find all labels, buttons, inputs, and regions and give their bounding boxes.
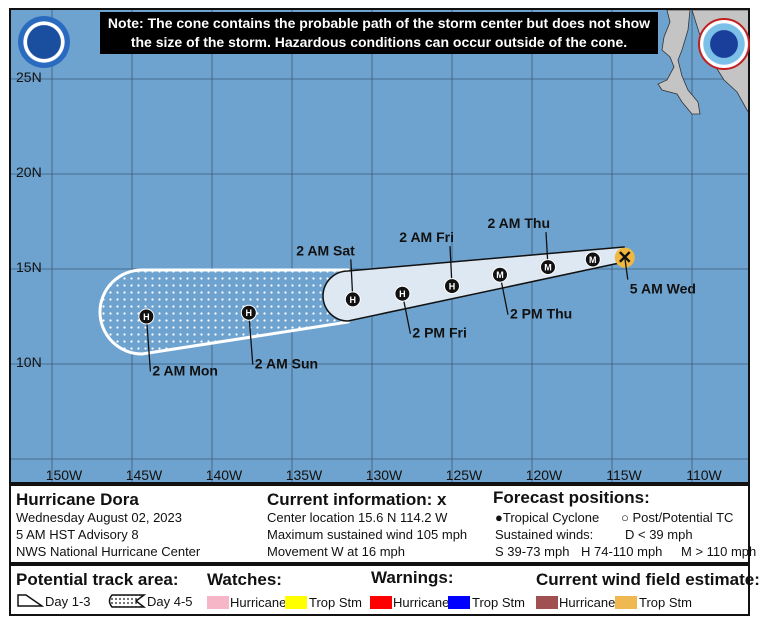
advisory-number: 5 AM HST Advisory 8 bbox=[16, 527, 139, 542]
cone-note: Note: The cone contains the probable pat… bbox=[100, 12, 658, 54]
day-4-5-label: Day 4-5 bbox=[147, 594, 193, 609]
forecast-time-label: 2 AM Fri bbox=[399, 229, 454, 245]
latitude-label: 20N bbox=[16, 164, 42, 180]
map-svg: M 2 AM Thu M 2 PM Thu M 2 AM Fri H 2 PM Fri H 2 A… bbox=[11, 10, 748, 483]
cone-day-1-3 bbox=[322, 246, 625, 322]
wind-category-d: D < 39 mph bbox=[625, 527, 693, 542]
warn-hurricane-label: Hurricane bbox=[393, 595, 450, 610]
warn-hurricane-swatch bbox=[370, 596, 392, 609]
longitude-label: 140W bbox=[206, 467, 243, 483]
movement: Movement W at 16 mph bbox=[267, 544, 405, 559]
note-line-2: the size of the storm. Hazardous conditi… bbox=[130, 34, 628, 50]
forecast-point-h-icon: H bbox=[394, 285, 411, 302]
latitude-label: 15N bbox=[16, 259, 42, 275]
forecast-point-m-icon: M bbox=[540, 259, 556, 276]
forecast-point-h-icon: H bbox=[344, 291, 361, 308]
forecast-positions-title: Forecast positions: bbox=[493, 488, 650, 507]
forecast-time-label: 2 PM Thu bbox=[510, 306, 572, 322]
current-time-label: 5 AM Wed bbox=[630, 281, 696, 297]
nws-logo bbox=[698, 18, 750, 70]
longitude-label: 110W bbox=[686, 467, 722, 483]
point-leader-line bbox=[145, 316, 152, 372]
warn-trop-label: Trop Stm bbox=[472, 595, 525, 610]
longitude-label: 120W bbox=[526, 467, 563, 483]
svg-text:H: H bbox=[143, 312, 150, 322]
legend-post-tc: ○ Post/Potential TC bbox=[621, 510, 734, 525]
forecast-point-m-icon: M bbox=[584, 251, 601, 268]
day-1-3-label: Day 1-3 bbox=[45, 594, 91, 609]
forecast-time-label: 2 AM Thu bbox=[488, 215, 550, 231]
watch-hurricane-label: Hurricane bbox=[230, 595, 287, 610]
svg-text:H: H bbox=[350, 295, 357, 305]
forecast-time-label: 2 AM Sat bbox=[296, 242, 355, 258]
legend-tropical-cyclone: ●Tropical Cyclone bbox=[495, 510, 600, 525]
day-1-3-cone-icon bbox=[17, 594, 44, 607]
forecast-map: M 2 AM Thu M 2 PM Thu M 2 AM Fri H 2 PM Fri H 2 A… bbox=[9, 8, 750, 484]
info-panel: Hurricane Dora Wednesday August 02, 2023… bbox=[9, 484, 756, 564]
longitude-label: 145W bbox=[126, 467, 163, 483]
current-info-title: Current information: x bbox=[267, 490, 447, 509]
forecast-point-h-icon: H bbox=[444, 278, 460, 295]
svg-text:M: M bbox=[544, 263, 552, 273]
max-wind: Maximum sustained wind 105 mph bbox=[267, 527, 468, 542]
track-area-title: Potential track area: bbox=[16, 570, 179, 589]
noaa-logo bbox=[18, 16, 70, 68]
filled-circle-icon: ● bbox=[495, 510, 503, 525]
issuing-center: NWS National Hurricane Center bbox=[16, 544, 201, 559]
warn-trop-swatch bbox=[448, 596, 470, 609]
warnings-title: Warnings: bbox=[371, 568, 454, 587]
latitude-label: 25N bbox=[16, 69, 42, 85]
longitude-label: 125W bbox=[446, 467, 483, 483]
point-leader-line bbox=[624, 257, 629, 280]
forecast-time-label: 2 AM Sun bbox=[255, 356, 318, 372]
legend-panel: Potential track area: Day 1-3 Day 4-5 Wa… bbox=[9, 564, 760, 616]
forecast-time-label: 2 AM Mon bbox=[152, 363, 218, 379]
cone-day-4-5 bbox=[98, 268, 350, 356]
longitude-label: 115W bbox=[606, 467, 642, 483]
longitude-label: 130W bbox=[366, 467, 403, 483]
svg-text:M: M bbox=[589, 255, 597, 265]
baja-california-land bbox=[657, 10, 701, 115]
latitude-labels: 25N 20N 15N 10N bbox=[16, 69, 42, 370]
wind-field-title: Current wind field estimate: bbox=[536, 570, 760, 589]
svg-text:H: H bbox=[399, 289, 406, 299]
point-leader-line bbox=[248, 312, 254, 365]
longitude-label: 150W bbox=[46, 467, 83, 483]
watches-title: Watches: bbox=[207, 570, 282, 589]
watch-hurricane-swatch bbox=[207, 596, 229, 609]
forecast-point-h-icon: H bbox=[138, 308, 155, 325]
svg-text:H: H bbox=[246, 308, 253, 318]
longitude-labels: 150W 145W 140W 135W 130W 125W 120W 115W 110W bbox=[46, 467, 723, 483]
storm-name: Hurricane Dora bbox=[16, 490, 139, 509]
wind-category-m: M > 110 mph bbox=[681, 544, 757, 559]
watch-trop-label: Trop Stm bbox=[309, 595, 362, 610]
sustained-winds-label: Sustained winds: bbox=[495, 527, 594, 542]
latitude-label: 10N bbox=[16, 354, 42, 370]
graticule bbox=[11, 10, 748, 482]
wind-hurricane-swatch bbox=[536, 596, 558, 609]
watch-trop-swatch bbox=[285, 596, 307, 609]
note-line-1: Note: The cone contains the probable pat… bbox=[107, 15, 651, 31]
wind-category-h: H 74-110 mph bbox=[581, 544, 663, 559]
wind-trop-swatch bbox=[615, 596, 637, 609]
svg-text:M: M bbox=[496, 270, 504, 280]
svg-text:H: H bbox=[449, 282, 456, 292]
forecast-point-m-icon: M bbox=[492, 266, 508, 283]
wind-hurricane-label: Hurricane bbox=[559, 595, 616, 610]
open-circle-icon: ○ bbox=[621, 510, 629, 525]
day-4-5-cone-icon bbox=[108, 594, 146, 608]
forecast-point-h-icon: H bbox=[240, 304, 257, 321]
forecast-time-label: 2 PM Fri bbox=[412, 325, 466, 341]
wind-category-s: S 39-73 mph bbox=[495, 544, 570, 559]
wind-trop-label: Trop Stm bbox=[639, 595, 692, 610]
advisory-date: Wednesday August 02, 2023 bbox=[16, 510, 182, 525]
current-x-icon: x bbox=[437, 490, 447, 509]
center-location: Center location 15.6 N 114.2 W bbox=[267, 510, 448, 525]
longitude-label: 135W bbox=[286, 467, 323, 483]
